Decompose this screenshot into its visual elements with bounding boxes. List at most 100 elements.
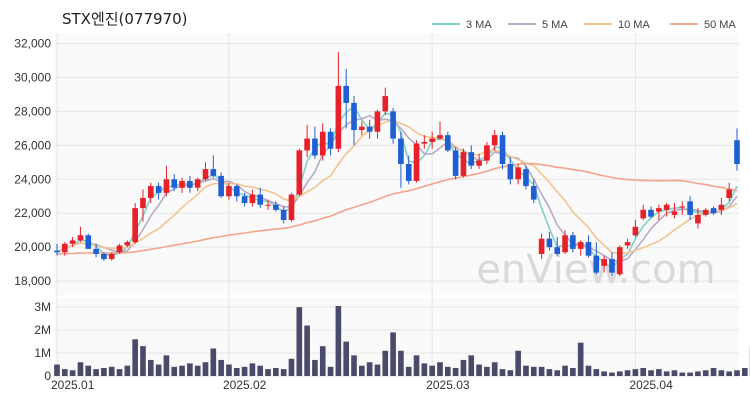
volume-bar — [429, 365, 435, 376]
volume-bar — [421, 363, 428, 376]
volume-bar — [695, 371, 701, 376]
legend-label: 10 MA — [618, 19, 650, 31]
candle-body — [147, 186, 154, 198]
volume-bar — [616, 371, 623, 376]
candle-body — [319, 131, 326, 156]
volume-bar — [742, 367, 748, 376]
volume-bar — [484, 366, 490, 376]
volume-bar — [304, 325, 310, 376]
volume-bar — [327, 366, 334, 376]
volume-bar — [530, 366, 537, 376]
date-axis-ticks: 2025.01 2025.02 2025.03 2025.04 — [51, 378, 673, 392]
volume-bar — [108, 366, 115, 376]
volume-bar — [77, 362, 84, 376]
candle-body — [280, 209, 287, 221]
ma-10-line — [56, 119, 738, 255]
candle-body — [335, 85, 342, 149]
volume-bar — [288, 358, 295, 376]
candle-body — [437, 135, 443, 139]
price-axis-ticks: 18,000 20,000 22,000 24,000 26,000 28,000 30,0… — [14, 36, 51, 288]
candle-body — [718, 204, 725, 210]
volume-bar — [132, 339, 138, 376]
candle-body — [241, 196, 248, 204]
candle-body — [288, 194, 295, 221]
volume-bar — [601, 371, 607, 376]
volume-bar — [296, 307, 303, 376]
volume-bar — [546, 369, 553, 376]
volume-bar — [570, 367, 576, 376]
candle-body — [116, 245, 123, 253]
volume-bar — [523, 365, 529, 376]
volume-bar — [609, 372, 615, 376]
price-tick-label: 24,000 — [14, 172, 51, 186]
candle-body — [710, 208, 717, 214]
candle-body — [249, 194, 256, 204]
volume-bar — [116, 369, 123, 376]
candle-body — [366, 126, 373, 132]
volume-bar — [280, 369, 287, 376]
volume-bar — [257, 365, 264, 376]
candle-body — [312, 138, 318, 156]
volume-bar — [437, 362, 443, 376]
volume-bar — [366, 362, 373, 376]
candle-body — [648, 209, 654, 217]
legend-label: 5 MA — [542, 19, 568, 31]
ma-5-line — [56, 114, 738, 263]
volume-bar — [554, 370, 561, 376]
volume-bar — [359, 365, 365, 376]
date-tick-label: 2025.03 — [426, 378, 470, 392]
candle-body — [577, 242, 584, 249]
volume-bar — [187, 363, 193, 376]
date-tick-label: 2025.01 — [51, 378, 95, 392]
candle-body — [632, 226, 639, 236]
candle-body — [562, 235, 568, 253]
candle-body — [296, 150, 303, 195]
date-tick-label: 2025.02 — [223, 378, 267, 392]
candle-body — [734, 140, 740, 164]
candle-body — [679, 206, 686, 208]
volume-bar — [679, 372, 686, 376]
volume-bar — [468, 355, 475, 376]
candle-body — [663, 204, 670, 210]
candle-body — [656, 208, 662, 212]
volume-bar — [648, 370, 654, 376]
candle-body — [476, 160, 482, 166]
candlesticks — [54, 51, 740, 277]
candle-body — [585, 242, 592, 256]
price-tick-label: 32,000 — [14, 36, 51, 50]
volume-bar — [312, 359, 318, 376]
volume-bar — [226, 364, 232, 376]
volume-bar — [93, 369, 99, 376]
candle-body — [687, 201, 693, 215]
chart-title: STX엔진(077970) — [62, 10, 188, 28]
candle-body — [460, 152, 467, 176]
candle-body — [382, 96, 389, 112]
candle-body — [452, 150, 459, 176]
volume-bar — [202, 362, 209, 376]
candle-body — [702, 209, 709, 215]
candle-body — [194, 179, 201, 188]
volume-bar — [194, 365, 201, 376]
volume-bar — [656, 369, 662, 376]
candle-body — [202, 169, 209, 180]
volume-bar — [726, 371, 732, 376]
price-tick-label: 30,000 — [14, 70, 51, 84]
volume-bar — [124, 365, 131, 376]
candle-body — [93, 248, 99, 254]
volume-bar — [171, 366, 178, 376]
volume-bar — [62, 369, 68, 376]
volume-bar — [702, 370, 709, 376]
volume-bar — [335, 306, 342, 376]
candle-body — [616, 247, 623, 275]
volume-tick-label: 3M — [34, 300, 51, 314]
candle-body — [609, 259, 615, 273]
volume-bar — [687, 372, 693, 376]
candle-body — [491, 135, 498, 146]
volume-bar — [491, 362, 498, 376]
moving-average-lines — [56, 105, 738, 270]
candle-body — [140, 197, 146, 209]
volume-bar — [718, 370, 725, 376]
candle-body — [671, 211, 678, 215]
candle-body — [390, 111, 396, 139]
